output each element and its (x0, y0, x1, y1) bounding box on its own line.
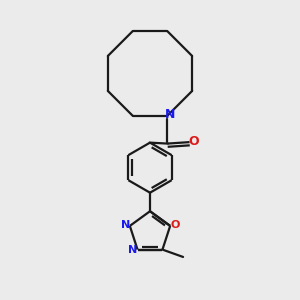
Text: N: N (165, 108, 176, 121)
Text: O: O (188, 135, 199, 148)
Text: N: N (128, 245, 137, 255)
Text: N: N (121, 220, 130, 230)
Text: O: O (170, 220, 180, 230)
